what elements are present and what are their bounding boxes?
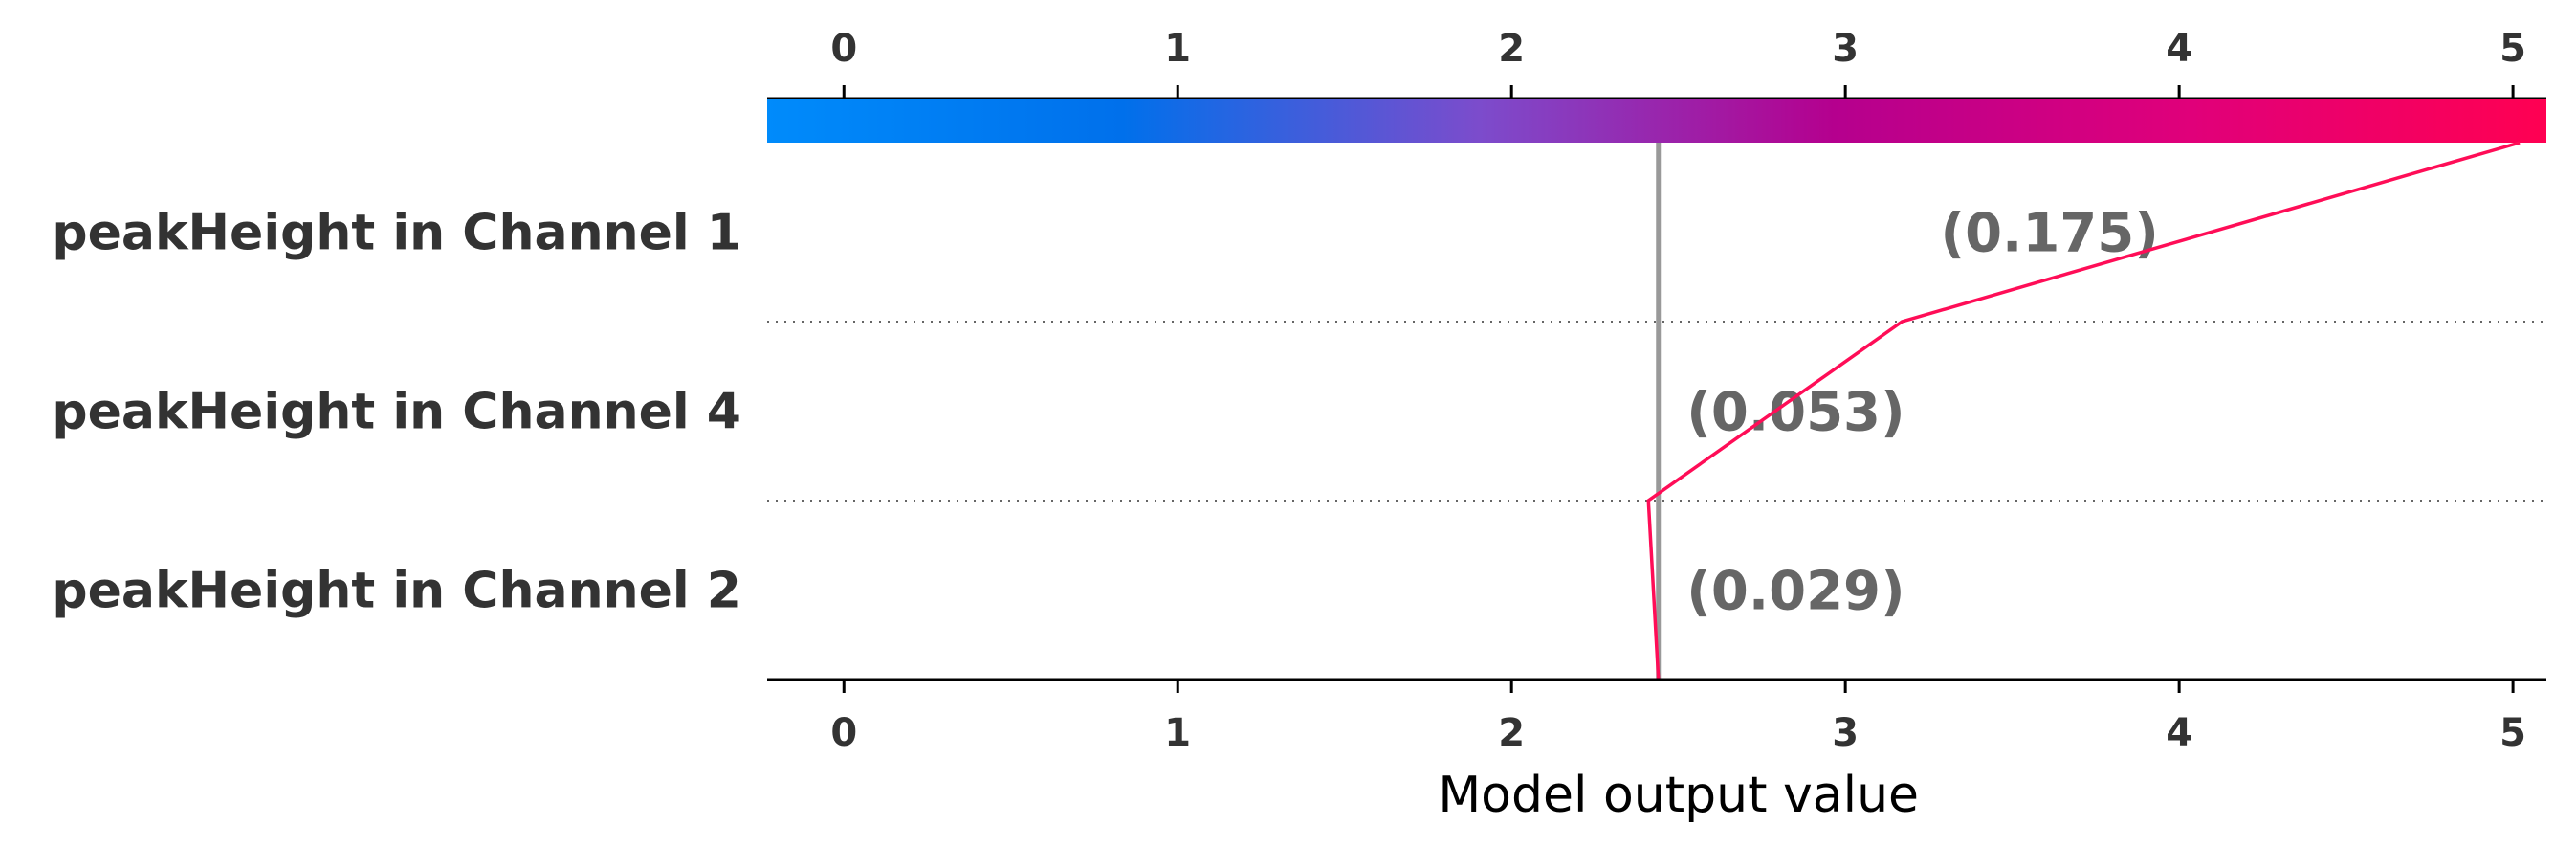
x-axis-title: Model output value bbox=[1438, 767, 1919, 824]
feature-label: peakHeight in Channel 2 bbox=[52, 563, 741, 620]
bottom-tick-label: 1 bbox=[1164, 711, 1191, 755]
feature-contribution-label: (0.029) bbox=[1686, 561, 1904, 623]
bottom-tick-label: 3 bbox=[1832, 711, 1859, 755]
top-tick-label: 3 bbox=[1832, 27, 1859, 71]
value-labels: (0.175) (0.053) (0.029) bbox=[1686, 203, 2159, 623]
colorbar bbox=[767, 99, 2546, 143]
feature-label: peakHeight in Channel 1 bbox=[52, 205, 741, 262]
row-separators bbox=[767, 321, 2546, 502]
feature-contribution-label: (0.053) bbox=[1686, 382, 1904, 444]
bottom-tick-label: 0 bbox=[830, 711, 857, 755]
bottom-tick-label: 5 bbox=[2499, 711, 2526, 755]
feature-label: peakHeight in Channel 4 bbox=[52, 384, 741, 441]
bottom-tick-label: 2 bbox=[1498, 711, 1525, 755]
top-tick-label: 0 bbox=[830, 27, 857, 71]
feature-contribution-label: (0.175) bbox=[1940, 203, 2158, 265]
top-tick-label: 4 bbox=[2166, 27, 2192, 71]
top-tick-label: 1 bbox=[1164, 27, 1191, 71]
feature-labels: peakHeight in Channel 1 peakHeight in Cha… bbox=[52, 205, 741, 620]
bottom-tick-label: 4 bbox=[2166, 711, 2192, 755]
bottom-axis: 0 1 2 3 4 5 bbox=[830, 680, 2526, 755]
top-tick-label: 5 bbox=[2499, 27, 2526, 71]
top-tick-label: 2 bbox=[1498, 27, 1525, 71]
decision-path-line bbox=[1646, 141, 2521, 681]
top-axis: 0 1 2 3 4 5 bbox=[767, 27, 2546, 100]
